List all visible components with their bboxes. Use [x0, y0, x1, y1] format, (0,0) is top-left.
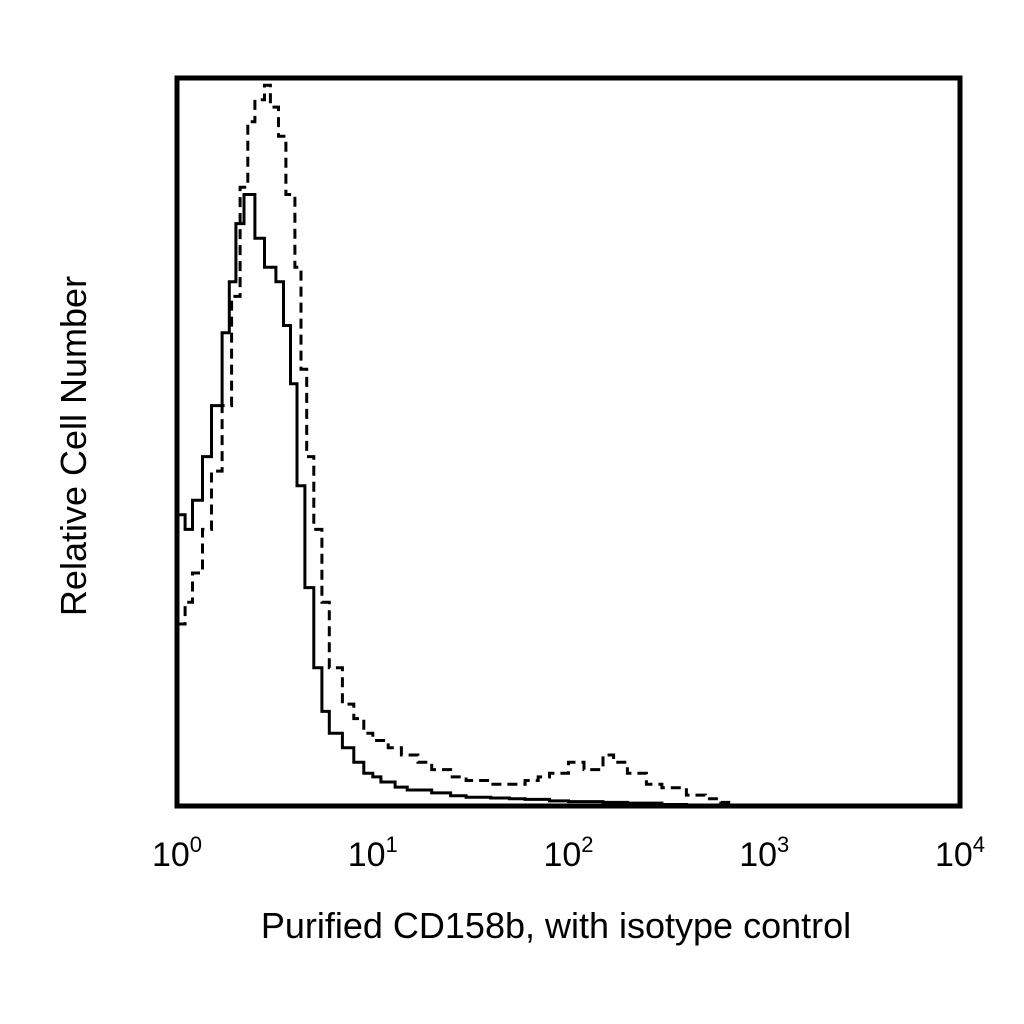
x-tick-label: 100: [152, 832, 202, 874]
series-line-1-solid: [177, 193, 688, 806]
x-tick-label: 103: [739, 832, 789, 874]
x-tick-label: 102: [543, 832, 593, 874]
plot-frame: [174, 75, 963, 809]
series-layer: [177, 83, 736, 806]
series-line-2-dashed: [177, 83, 736, 806]
x-axis-title: Purified CD158b, with isotype control: [261, 905, 851, 946]
x-tick-labels: 100 101 102 103 104: [152, 832, 985, 874]
x-tick-label: 104: [935, 832, 985, 874]
x-tick-label: 101: [348, 832, 398, 874]
y-axis-title: Relative Cell Number: [53, 276, 94, 616]
